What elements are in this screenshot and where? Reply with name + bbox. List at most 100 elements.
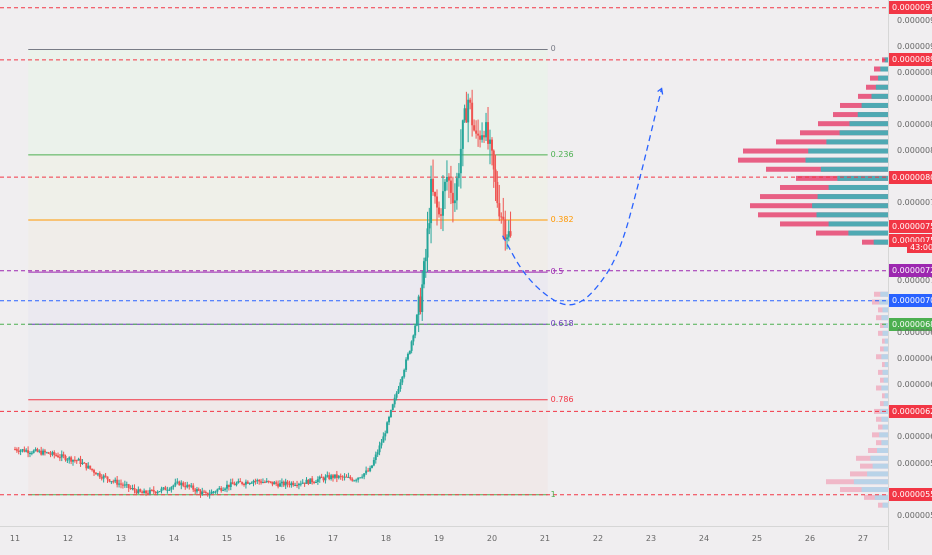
volume-profile-bar (808, 148, 888, 154)
candle-body (459, 148, 462, 174)
time-axis-tick: 11 (9, 534, 21, 543)
candle-body (42, 450, 45, 455)
volume-profile-bar (880, 66, 888, 72)
candle-body (53, 452, 56, 455)
fib-level-label: 0.618 (550, 319, 574, 329)
volume-profile-bar (867, 471, 888, 477)
candle-body (467, 99, 470, 123)
time-axis-tick: 13 (115, 534, 127, 543)
candle-body (146, 493, 149, 495)
candle-body (365, 470, 368, 474)
candle-body (301, 482, 304, 484)
level-price-label: 0.00000890 (889, 53, 932, 67)
volume-profile-bar (881, 440, 888, 446)
candle-body (246, 481, 249, 484)
candle-body (335, 474, 338, 478)
candle-body (263, 482, 266, 484)
candle-body (164, 487, 167, 491)
volume-profile-bar (882, 330, 888, 336)
volume-profile-bar (881, 416, 888, 422)
candle-body (81, 462, 84, 465)
price-axis-tick: 0.00000780 (897, 198, 932, 208)
price-axis-tick: 0.00000860 (897, 93, 932, 103)
candle-body (307, 479, 310, 484)
candle-body (120, 483, 122, 485)
candle-body (469, 99, 472, 103)
candle-body (137, 489, 140, 494)
candle-body (397, 388, 400, 394)
level-price-label: 0.00000620 (889, 404, 932, 418)
volume-profile-bar (882, 307, 888, 313)
candle-body (229, 482, 232, 487)
volume-profile-bar (828, 221, 888, 227)
candle-body (73, 459, 76, 461)
candle-body (77, 458, 80, 461)
candle-body (118, 483, 121, 485)
time-axis-tick: 22 (592, 534, 604, 543)
candle-body (252, 480, 255, 483)
candle-body (40, 450, 43, 455)
candle-body (322, 477, 325, 481)
level-price-label: 0.00000800 (889, 170, 932, 184)
volume-profile-bar (881, 354, 888, 360)
candle-body (261, 482, 264, 484)
volume-profile-bar (820, 166, 888, 172)
candle-body (502, 216, 505, 220)
price-axis-tick: 0.00000660 (897, 354, 932, 364)
candle-body (36, 449, 39, 452)
candle-body (337, 475, 340, 478)
candle-body (430, 178, 433, 224)
candle-body (127, 484, 130, 488)
projection-arrow-path (502, 88, 663, 306)
candle-body (116, 479, 119, 485)
candle-body (114, 479, 117, 482)
candle-body (357, 477, 360, 480)
candle-body (25, 450, 28, 452)
candle-body (343, 476, 346, 478)
candle-body (131, 488, 134, 490)
candle-body (439, 214, 442, 216)
candle-body (288, 484, 291, 486)
candle-body (406, 353, 409, 360)
candle-body (453, 200, 456, 204)
price-axis-tick: 0.00000880 (897, 67, 932, 77)
price-axis-tick: 0.00000900 (897, 41, 932, 51)
candle-body (125, 484, 128, 486)
candle-body (507, 231, 510, 238)
candle-body (27, 450, 30, 454)
candle-body (21, 449, 24, 451)
candle-body (424, 257, 427, 262)
volume-profile-bar (848, 230, 888, 236)
candle-body (303, 482, 306, 484)
fib-level-label: 0.236 (550, 149, 574, 159)
candle-body (30, 452, 33, 454)
candle-body (294, 484, 297, 486)
fib-level-label: 0 (550, 44, 556, 54)
candle-body (353, 480, 356, 482)
volume-profile-bar (857, 112, 888, 118)
candle-body (38, 450, 41, 452)
candle-body (481, 135, 484, 140)
candle-body (241, 482, 244, 484)
volume-profile-bar (883, 346, 888, 352)
level-price-label: 0.00000728 (889, 264, 932, 278)
candle-body (421, 284, 424, 312)
candle-body (182, 482, 185, 486)
candle-body (339, 475, 342, 477)
candle-body (265, 480, 268, 483)
volume-profile-bar (882, 424, 888, 430)
candle-body (367, 470, 370, 472)
candle-body (87, 465, 90, 469)
candle-body (62, 454, 65, 456)
candle-body (204, 491, 207, 493)
candle-body (504, 219, 507, 240)
candle-body (324, 476, 327, 481)
candle-body (178, 481, 181, 486)
candle-body (391, 404, 394, 410)
candle-body (15, 449, 18, 451)
volume-profile-bar (861, 487, 888, 493)
candle-body (58, 457, 61, 459)
candle-body (328, 475, 331, 479)
